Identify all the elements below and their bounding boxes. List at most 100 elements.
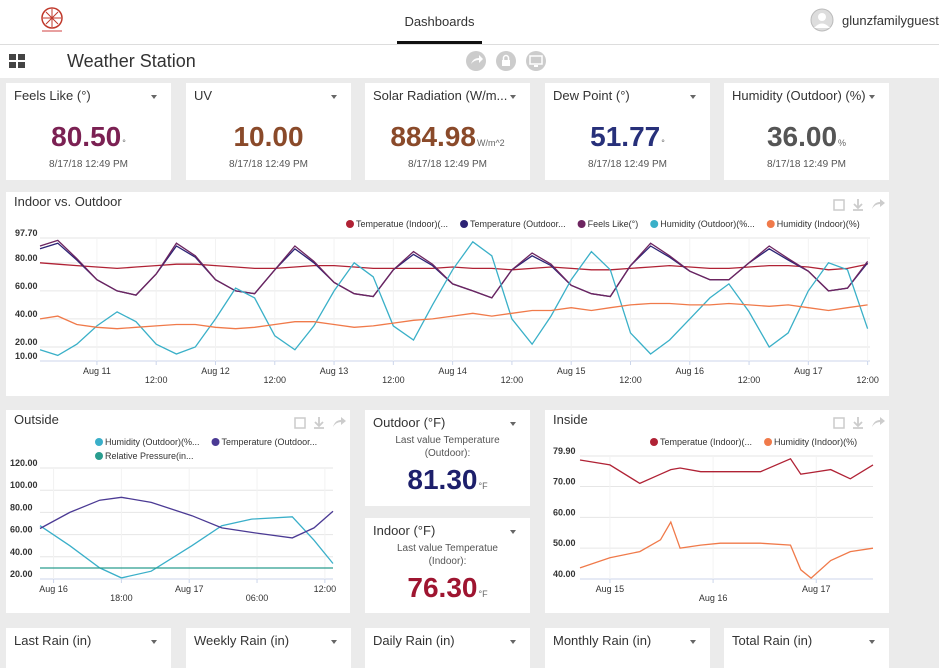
series-line xyxy=(39,302,868,330)
legend-item[interactable]: Feels Like(°) xyxy=(577,219,639,229)
share-icon xyxy=(872,417,885,427)
legend-item[interactable]: Temperature (Outdoor... xyxy=(211,437,318,447)
tile-value: 76.30 xyxy=(407,572,478,603)
tile-time: 8/17/18 12:49 PM xyxy=(588,159,667,170)
tile-unit: % xyxy=(838,138,847,148)
tile-title: Weekly Rain (in) xyxy=(194,633,290,648)
tile-value-row: 81.30°F xyxy=(365,464,530,496)
chart-panel: Inside 40.00 50.00 60.00 70.00 79.90 Aug 15 Aug… xyxy=(545,410,889,613)
tile-unit: °F xyxy=(478,589,488,599)
legend-item[interactable]: Humidity (Indoor)(%) xyxy=(764,437,857,447)
x-tick-label: 06:00 xyxy=(246,593,269,603)
dropdown-caret[interactable] xyxy=(331,640,337,644)
dropdown-caret[interactable] xyxy=(690,640,696,644)
tile-title: Humidity (Outdoor) (%) xyxy=(732,88,866,103)
dropdown-caret[interactable] xyxy=(331,95,337,99)
dropdown-caret[interactable] xyxy=(869,95,875,99)
legend-item[interactable]: Relative Pressure(in... xyxy=(95,451,194,461)
y-tick-label: 40.00 xyxy=(10,547,33,557)
tile-value: 36.00 xyxy=(766,121,838,152)
chart-panel: Indoor vs. Outdoor 10.00 20.00 40.00 60.00 80… xyxy=(6,192,889,396)
tile-title: Daily Rain (in) xyxy=(373,633,455,648)
series-line xyxy=(39,242,869,299)
y-tick-label: 97.70 xyxy=(15,228,38,238)
tile-time: 8/17/18 12:49 PM xyxy=(229,159,308,170)
legend-item[interactable]: Temperature (Outdoor... xyxy=(460,219,566,229)
value-tile: Solar Radiation (W/m... 884.98W/m^2 8/17/1… xyxy=(365,83,530,180)
tile-time: 8/17/18 12:49 PM xyxy=(767,159,846,170)
legend-item[interactable]: Humidity (Outdoor)(%... xyxy=(650,219,755,229)
nav-underline xyxy=(397,41,482,44)
dropdown-caret[interactable] xyxy=(151,640,157,644)
legend-label: Humidity (Indoor)(%) xyxy=(774,437,857,447)
chart-title: Inside xyxy=(553,412,588,427)
tile-value: 884.98 xyxy=(390,121,476,152)
dropdown-caret[interactable] xyxy=(510,640,516,644)
dropdown-caret[interactable] xyxy=(690,95,696,99)
legend-item[interactable]: Humidity (Indoor)(%) xyxy=(766,219,860,229)
value-tile: UV 10.00 8/17/18 12:49 PM xyxy=(186,83,351,180)
dropdown-caret[interactable] xyxy=(151,95,157,99)
x-tick-label: Aug 15 xyxy=(596,584,625,594)
legend-label: Temperature (Outdoor... xyxy=(470,219,566,229)
user-name[interactable]: glunzfamilyguest xyxy=(842,13,939,28)
chart-panel: Outside 20.00 40.00 60.00 80.00 100.00 120.00 A… xyxy=(6,410,350,613)
x-tick-label: Aug 12 xyxy=(201,366,230,376)
legend-label: Temperatue (Indoor)(... xyxy=(660,437,752,447)
legend-label: Relative Pressure(in... xyxy=(105,451,194,461)
rain-tile: Last Rain (in) xyxy=(6,628,171,668)
x-tick-label: 12:00 xyxy=(501,375,524,385)
x-tick-label: 18:00 xyxy=(110,593,133,603)
tile-time: 8/17/18 12:49 PM xyxy=(408,159,487,170)
x-tick-label: 12:00 xyxy=(382,375,405,385)
dropdown-caret[interactable] xyxy=(869,640,875,644)
x-tick-label: 12:00 xyxy=(738,375,761,385)
dropdown-caret[interactable] xyxy=(510,422,516,426)
legend-swatch xyxy=(95,452,103,460)
share-icon xyxy=(333,417,346,427)
legend-label: Temperatue (Indoor)(... xyxy=(356,219,448,229)
tile-value-row: 76.30°F xyxy=(365,572,530,604)
download-icon xyxy=(853,199,863,211)
x-tick-label: Aug 17 xyxy=(794,366,823,376)
dropdown-caret[interactable] xyxy=(510,95,516,99)
tile-title: Feels Like (°) xyxy=(14,88,91,103)
legend-swatch xyxy=(766,220,775,228)
tile-title: Last Rain (in) xyxy=(14,633,92,648)
legend-item[interactable]: Temperatue (Indoor)(... xyxy=(650,437,752,447)
rain-tile: Daily Rain (in) xyxy=(365,628,530,668)
y-tick-label: 120.00 xyxy=(10,458,38,468)
legend-swatch xyxy=(650,220,659,228)
nav-dashboards[interactable]: Dashboards xyxy=(404,14,475,29)
x-tick-label: Aug 11 xyxy=(83,366,111,376)
y-tick-label: 20.00 xyxy=(15,337,38,347)
avatar[interactable] xyxy=(810,8,834,32)
y-tick-label: 79.90 xyxy=(553,446,576,456)
dropdown-caret[interactable] xyxy=(510,530,516,534)
legend-swatch xyxy=(211,438,220,446)
tile-caption: Last value Temperature (Outdoor): xyxy=(395,435,500,459)
value-tile: Humidity (Outdoor) (%) 36.00% 8/17/18 12:4… xyxy=(724,83,889,180)
legend-item[interactable]: Temperatue (Indoor)(... xyxy=(346,219,448,229)
y-tick-label: 60.00 xyxy=(15,281,38,291)
legend-swatch xyxy=(764,438,773,446)
tile-title: Solar Radiation (W/m... xyxy=(373,88,508,103)
grid-icon[interactable] xyxy=(9,54,25,70)
tile-value: 51.77 xyxy=(590,121,661,152)
legend-label: Humidity (Indoor)(%) xyxy=(777,219,860,229)
dashboard-title: Weather Station xyxy=(67,51,196,71)
series-line xyxy=(39,262,868,271)
value-tile: Dew Point (°) 51.77° 8/17/18 12:49 PM xyxy=(545,83,710,180)
y-tick-label: 40.00 xyxy=(15,309,38,319)
toolbar-icons[interactable] xyxy=(464,50,550,74)
legend-swatch xyxy=(460,220,469,228)
tile-title: UV xyxy=(194,88,213,103)
rain-tile: Weekly Rain (in) xyxy=(186,628,351,668)
tile-value: 81.30 xyxy=(407,464,478,495)
x-tick-label: 12:00 xyxy=(314,584,337,594)
tile-title: Monthly Rain (in) xyxy=(553,633,652,648)
x-tick-label: Aug 17 xyxy=(175,584,204,594)
legend-item[interactable]: Humidity (Outdoor)(%... xyxy=(95,437,200,447)
tile-value-row: 10.00 xyxy=(186,121,351,153)
